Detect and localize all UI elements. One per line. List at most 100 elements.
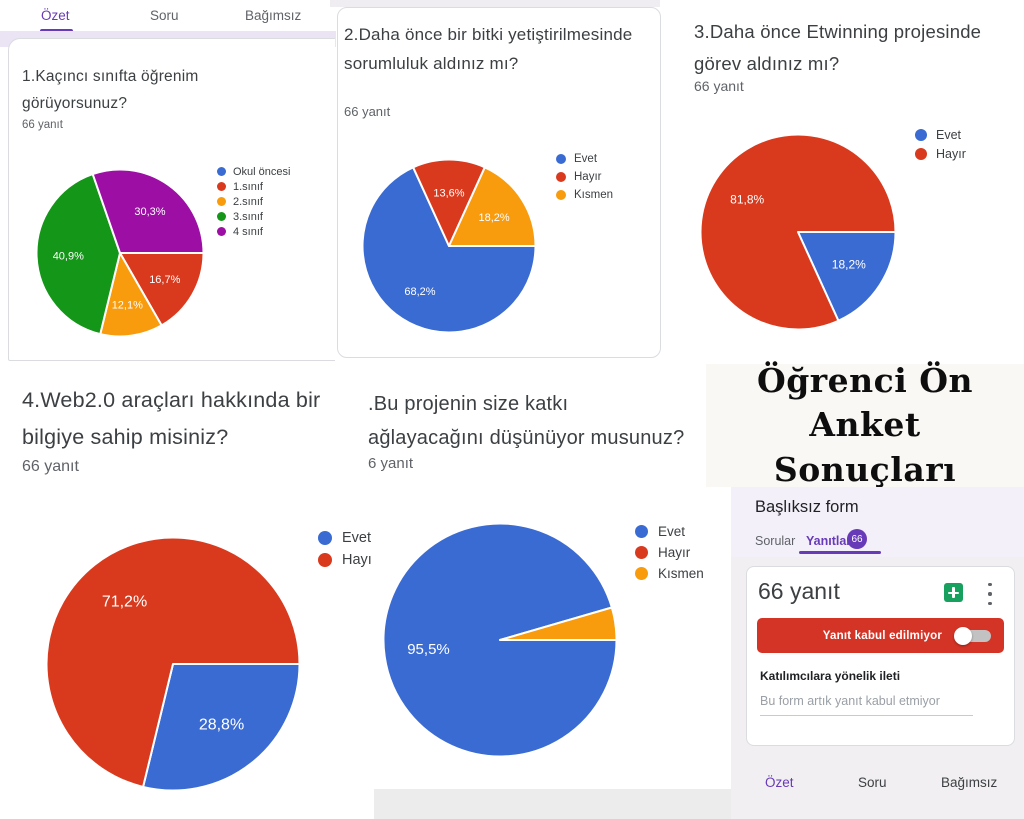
- pie-slice-1.sınıf: [119, 252, 205, 327]
- collage-title-line1: Öğrenci Ön Anket: [756, 360, 974, 445]
- legend-item: Hayır: [915, 144, 966, 163]
- legend-label: Evet: [574, 153, 598, 165]
- pie-slice-Kısmen: [499, 606, 618, 641]
- slice-label: 12,1%: [112, 299, 143, 311]
- question-3-title: 3.Daha önce Etwinning projesinde görev a…: [694, 21, 982, 74]
- legend-4: Evet Hayı: [318, 527, 372, 571]
- legend-dot-icon: [217, 227, 226, 236]
- legend-item: Evet: [635, 521, 704, 542]
- slice-label: 40,9%: [53, 250, 84, 262]
- question-3-response-count: 66 yanıt: [694, 78, 744, 94]
- responses-tab-underline: [799, 551, 881, 554]
- slice-label: 81,8%: [730, 192, 764, 206]
- pie-chart-4: 28,8% 71,2%: [45, 536, 301, 792]
- slice-label: 13,6%: [433, 187, 464, 199]
- legend-item: 3.sınıf: [217, 209, 290, 224]
- tab-yanitlar[interactable]: Yanıtlar: [806, 534, 852, 548]
- slice-label: 68,2%: [404, 286, 435, 298]
- tab-ozet[interactable]: Özet: [41, 8, 70, 23]
- pie-slice-Hayı: [45, 536, 301, 788]
- legend-label: Hayır: [936, 146, 966, 161]
- legend-dot-icon: [635, 567, 648, 580]
- pie-slice-Hayır: [412, 158, 486, 247]
- bottom-tab-soru[interactable]: Soru: [858, 775, 887, 790]
- pie-chart-1: 16,7% 12,1% 40,9% 30,3%: [35, 168, 205, 338]
- legend-dot-icon: [318, 553, 332, 567]
- question-4-title: 4.Web2.0 araçları hakkında bir bilgiye s…: [22, 388, 321, 449]
- legend-label: Okul öncesi: [233, 165, 291, 178]
- legend-label: Evet: [936, 127, 962, 142]
- pie-slice-Evet: [142, 663, 301, 792]
- legend-item: 1.sınıf: [217, 179, 290, 194]
- form-title: Başlıksız form: [755, 498, 859, 516]
- more-menu-icon[interactable]: [982, 581, 998, 607]
- legend-dot-icon: [217, 197, 226, 206]
- forms-header: [731, 487, 1024, 557]
- question-4-response-count: 66 yanıt: [22, 458, 79, 475]
- pie-chart-3: 18,2% 81,8%: [699, 133, 897, 331]
- legend-item: Evet: [915, 125, 966, 144]
- pie-slice-Evet: [361, 166, 537, 334]
- legend-label: 4 sınıf: [233, 225, 263, 238]
- legend-item: Kısmen: [556, 186, 613, 204]
- legend-item: Hayır: [635, 542, 704, 563]
- legend-label: Kısmen: [658, 566, 704, 581]
- legend-label: Hayı: [342, 552, 372, 568]
- pie-chart-2: 68,2% 13,6% 18,2%: [361, 158, 537, 334]
- bottom-tab-bagimsiz[interactable]: Bağımsız: [941, 775, 998, 790]
- question-2-title: 2.Daha önce bir bitki yetiştirilmesinde …: [344, 25, 633, 74]
- tab-sorular[interactable]: Sorular: [755, 534, 796, 548]
- slice-label: 71,2%: [102, 593, 147, 610]
- legend-label: Hayır: [658, 545, 691, 560]
- legend-label: Evet: [658, 524, 686, 539]
- responses-card: [746, 566, 1015, 746]
- tab-bagimsiz[interactable]: Bağımsız: [245, 8, 302, 23]
- slice-label: 18,2%: [478, 212, 509, 224]
- respondent-message-input[interactable]: [760, 692, 973, 716]
- legend-dot-icon: [635, 546, 648, 559]
- legend-label: 3.sınıf: [233, 210, 263, 223]
- slice-label: 30,3%: [134, 206, 165, 218]
- bottom-tab-ozet[interactable]: Özet: [765, 775, 794, 790]
- legend-5: Evet Hayır Kısmen: [635, 521, 704, 584]
- legend-label: 2.sınıf: [233, 195, 263, 208]
- toggle-knob: [954, 626, 972, 645]
- slice-label: 18,2%: [832, 258, 866, 272]
- legend-dot-icon: [915, 128, 927, 141]
- legend-label: Hayır: [574, 171, 602, 183]
- question-2-response-count: 66 yanıt: [344, 104, 391, 119]
- collage-title-line2: Sonuçları: [773, 449, 957, 489]
- legend-item: Evet: [318, 527, 372, 549]
- respondent-message-label: Katılımcılara yönelik ileti: [760, 669, 901, 683]
- gray-strip: [374, 789, 731, 819]
- pie-slice-Kısmen: [448, 166, 537, 247]
- legend-item: 4 sınıf: [217, 224, 290, 239]
- legend-2: Evet Hayır Kısmen: [556, 150, 613, 204]
- pie-slice-3.sınıf: [35, 173, 121, 336]
- legend-item: Okul öncesi: [217, 164, 290, 179]
- slice-label: 28,8%: [199, 717, 244, 734]
- accepting-responses-toggle[interactable]: [954, 626, 992, 645]
- create-spreadsheet-icon[interactable]: [944, 583, 963, 602]
- legend-label: 1.sınıf: [233, 180, 263, 193]
- responses-count-heading: 66 yanıt: [758, 578, 840, 604]
- top-strip: [330, 0, 660, 7]
- collage-title-block: Öğrenci Ön Anket Sonuçları: [706, 361, 1024, 489]
- legend-dot-icon: [556, 154, 566, 164]
- legend-dot-icon: [556, 190, 566, 200]
- legend-3: Evet Hayır: [915, 125, 966, 163]
- legend-dot-icon: [217, 182, 226, 191]
- legend-1: Okul öncesi 1.sınıf 2.sınıf 3.sınıf 4 sınıf: [217, 164, 290, 239]
- pie-slice-Hayır: [699, 133, 897, 331]
- legend-dot-icon: [217, 167, 226, 176]
- tab-soru[interactable]: Soru: [150, 8, 179, 23]
- slice-label: 95,5%: [407, 641, 450, 658]
- legend-item: 2.sınıf: [217, 194, 290, 209]
- question-5-response-count: 6 yanıt: [368, 455, 414, 472]
- responses-count-badge: 66: [847, 529, 867, 549]
- legend-dot-icon: [915, 147, 927, 160]
- pie-chart-5: 95,5%: [382, 522, 618, 758]
- legend-item: Hayır: [556, 168, 613, 186]
- legend-item: Kısmen: [635, 563, 704, 584]
